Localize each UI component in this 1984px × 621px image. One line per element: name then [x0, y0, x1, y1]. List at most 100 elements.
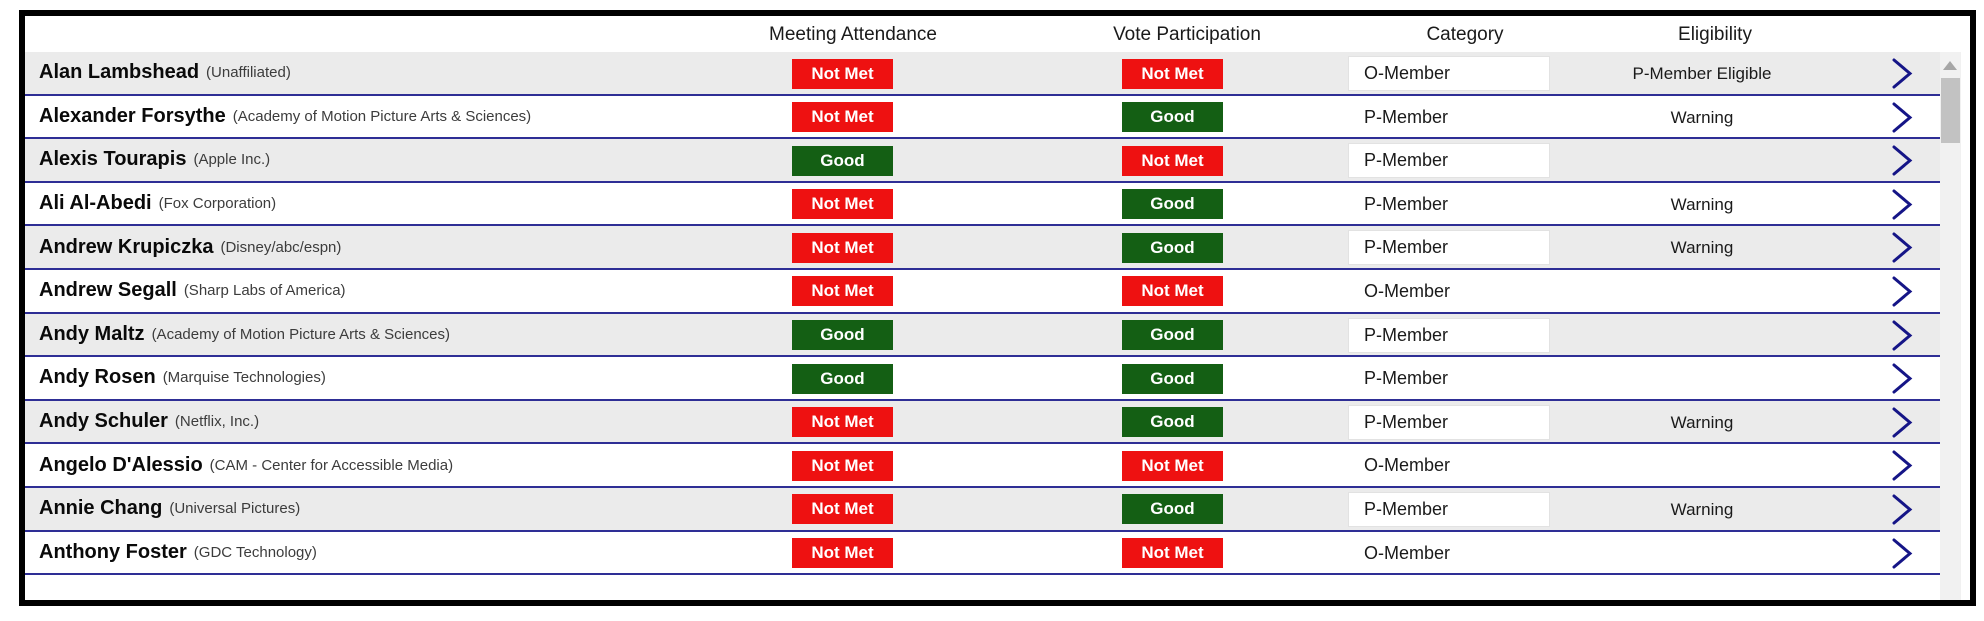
category-field[interactable]: P-Member	[1364, 368, 1449, 389]
member-affiliation: (GDC Technology)	[193, 543, 317, 561]
eligibility-label: P-Member Eligible	[1632, 64, 1772, 83]
member-table: Meeting Attendance Vote Participation Ca…	[19, 10, 1976, 606]
vote-participation-badge: Good	[1122, 189, 1223, 220]
meeting-attendance-badge: Not Met	[792, 102, 893, 133]
vote-participation-badge: Good	[1122, 407, 1223, 438]
member-name: Andy Maltz	[39, 322, 145, 345]
vote-participation-badge: Not Met	[1122, 450, 1223, 481]
member-affiliation: (Apple Inc.)	[193, 151, 271, 169]
table-row[interactable]: Annie Chang (Universal Pictures) Not Met…	[25, 487, 1940, 532]
vote-participation-badge: Not Met	[1122, 538, 1223, 569]
member-affiliation: (Fox Corporation)	[158, 195, 277, 213]
category-field[interactable]: P-Member	[1348, 230, 1550, 266]
chevron-right-icon[interactable]	[1891, 320, 1913, 351]
member-name: Ali Al-Abedi	[39, 192, 152, 215]
table-row[interactable]: Andrew Segall (Sharp Labs of America) No…	[25, 269, 1940, 314]
member-affiliation: (Academy of Motion Picture Arts & Scienc…	[232, 107, 532, 125]
eligibility-label: Warning	[1670, 499, 1734, 519]
eligibility-label	[1552, 444, 1852, 487]
chevron-right-icon[interactable]	[1891, 232, 1913, 263]
table-row[interactable]: Andy Maltz (Academy of Motion Picture Ar…	[25, 313, 1940, 358]
table-row[interactable]: Ali Al-Abedi (Fox Corporation) Not Met G…	[25, 182, 1940, 227]
member-affiliation: (Marquise Technologies)	[162, 369, 326, 387]
member-name: Andy Schuler	[39, 410, 168, 433]
table-row[interactable]: Alan Lambshead (Unaffiliated) Not Met No…	[25, 52, 1940, 96]
vote-participation-badge: Not Met	[1122, 58, 1223, 89]
category-field[interactable]: O-Member	[1364, 455, 1451, 476]
meeting-attendance-badge: Not Met	[792, 232, 893, 263]
vote-participation-badge: Good	[1122, 232, 1223, 263]
meeting-attendance-badge: Not Met	[792, 538, 893, 569]
chevron-right-icon[interactable]	[1891, 363, 1913, 394]
member-name: Anthony Foster	[39, 540, 187, 563]
chevron-right-icon[interactable]	[1891, 450, 1913, 481]
member-name: Alexander Forsythe	[39, 104, 226, 127]
member-name: Alan Lambshead	[39, 61, 200, 84]
eligibility-label	[1552, 357, 1852, 400]
category-field[interactable]: O-Member	[1348, 56, 1550, 91]
chevron-right-icon[interactable]	[1891, 102, 1913, 133]
table-row[interactable]: Alexis Tourapis (Apple Inc.) Good Not Me…	[25, 139, 1940, 183]
chevron-right-icon[interactable]	[1891, 189, 1913, 220]
meeting-attendance-badge: Not Met	[792, 450, 893, 481]
meeting-attendance-badge: Not Met	[792, 494, 893, 525]
member-affiliation: (CAM - Center for Accessible Media)	[209, 456, 454, 474]
chevron-right-icon[interactable]	[1891, 407, 1913, 438]
scrollbar[interactable]	[1940, 52, 1961, 600]
eligibility-label: Warning	[1670, 238, 1734, 258]
meeting-attendance-badge: Not Met	[792, 407, 893, 438]
member-affiliation: (Disney/abc/espn)	[220, 238, 342, 256]
scroll-up-icon[interactable]	[1943, 61, 1957, 70]
meeting-attendance-badge: Good	[792, 320, 893, 351]
eligibility-label	[1552, 139, 1852, 182]
column-header-category: Category	[1426, 24, 1504, 45]
member-affiliation: (Sharp Labs of America)	[183, 282, 346, 300]
eligibility-label	[1552, 270, 1852, 313]
member-name: Andrew Krupiczka	[39, 235, 214, 258]
table-row[interactable]: Anthony Foster (GDC Technology) Not Met …	[25, 531, 1940, 576]
eligibility-label	[1552, 532, 1852, 575]
member-name: Alexis Tourapis	[39, 148, 187, 171]
table-rows: Alan Lambshead (Unaffiliated) Not Met No…	[25, 52, 1940, 600]
category-field[interactable]: O-Member	[1364, 542, 1451, 563]
member-name: Andrew Segall	[39, 279, 177, 302]
vote-participation-badge: Good	[1122, 102, 1223, 133]
chevron-right-icon[interactable]	[1891, 58, 1913, 89]
eligibility-label	[1552, 314, 1852, 357]
category-field[interactable]: P-Member	[1348, 491, 1550, 527]
member-affiliation: (Unaffiliated)	[206, 64, 291, 82]
category-field[interactable]: P-Member	[1364, 193, 1449, 214]
column-header-eligibility: Eligibility	[1678, 24, 1752, 45]
vote-participation-badge: Not Met	[1122, 276, 1223, 307]
vote-participation-badge: Good	[1122, 320, 1223, 351]
table-row[interactable]: Andy Rosen (Marquise Technologies) Good …	[25, 357, 1940, 401]
table-header: Meeting Attendance Vote Participation Ca…	[25, 16, 1970, 52]
vote-participation-badge: Not Met	[1122, 145, 1223, 176]
table-row[interactable]: Andrew Krupiczka (Disney/abc/espn) Not M…	[25, 226, 1940, 270]
table-row[interactable]: Alexander Forsythe (Academy of Motion Pi…	[25, 95, 1940, 140]
meeting-attendance-badge: Not Met	[792, 276, 893, 307]
category-field[interactable]: O-Member	[1364, 280, 1451, 301]
member-affiliation: (Universal Pictures)	[169, 500, 301, 518]
member-affiliation: (Academy of Motion Picture Arts & Scienc…	[151, 325, 451, 343]
table-row[interactable]: Andy Schuler (Netflix, Inc.) Not Met Goo…	[25, 400, 1940, 445]
column-header-vote-participation: Vote Participation	[1113, 24, 1261, 45]
category-field[interactable]: P-Member	[1348, 317, 1550, 353]
chevron-right-icon[interactable]	[1891, 494, 1913, 525]
eligibility-label: Warning	[1670, 107, 1734, 127]
vote-participation-badge: Good	[1122, 363, 1223, 394]
category-field[interactable]: P-Member	[1348, 143, 1550, 179]
meeting-attendance-badge: Not Met	[792, 189, 893, 220]
member-affiliation: (Netflix, Inc.)	[174, 413, 260, 431]
category-field[interactable]: P-Member	[1364, 106, 1449, 127]
eligibility-label: Warning	[1670, 412, 1734, 432]
scrollbar-thumb[interactable]	[1941, 78, 1960, 143]
chevron-right-icon[interactable]	[1891, 538, 1913, 569]
meeting-attendance-badge: Good	[792, 363, 893, 394]
member-name: Angelo D'Alessio	[39, 453, 203, 476]
chevron-right-icon[interactable]	[1891, 276, 1913, 307]
table-row[interactable]: Angelo D'Alessio (CAM - Center for Acces…	[25, 444, 1940, 488]
chevron-right-icon[interactable]	[1891, 145, 1913, 176]
category-field[interactable]: P-Member	[1348, 404, 1550, 440]
